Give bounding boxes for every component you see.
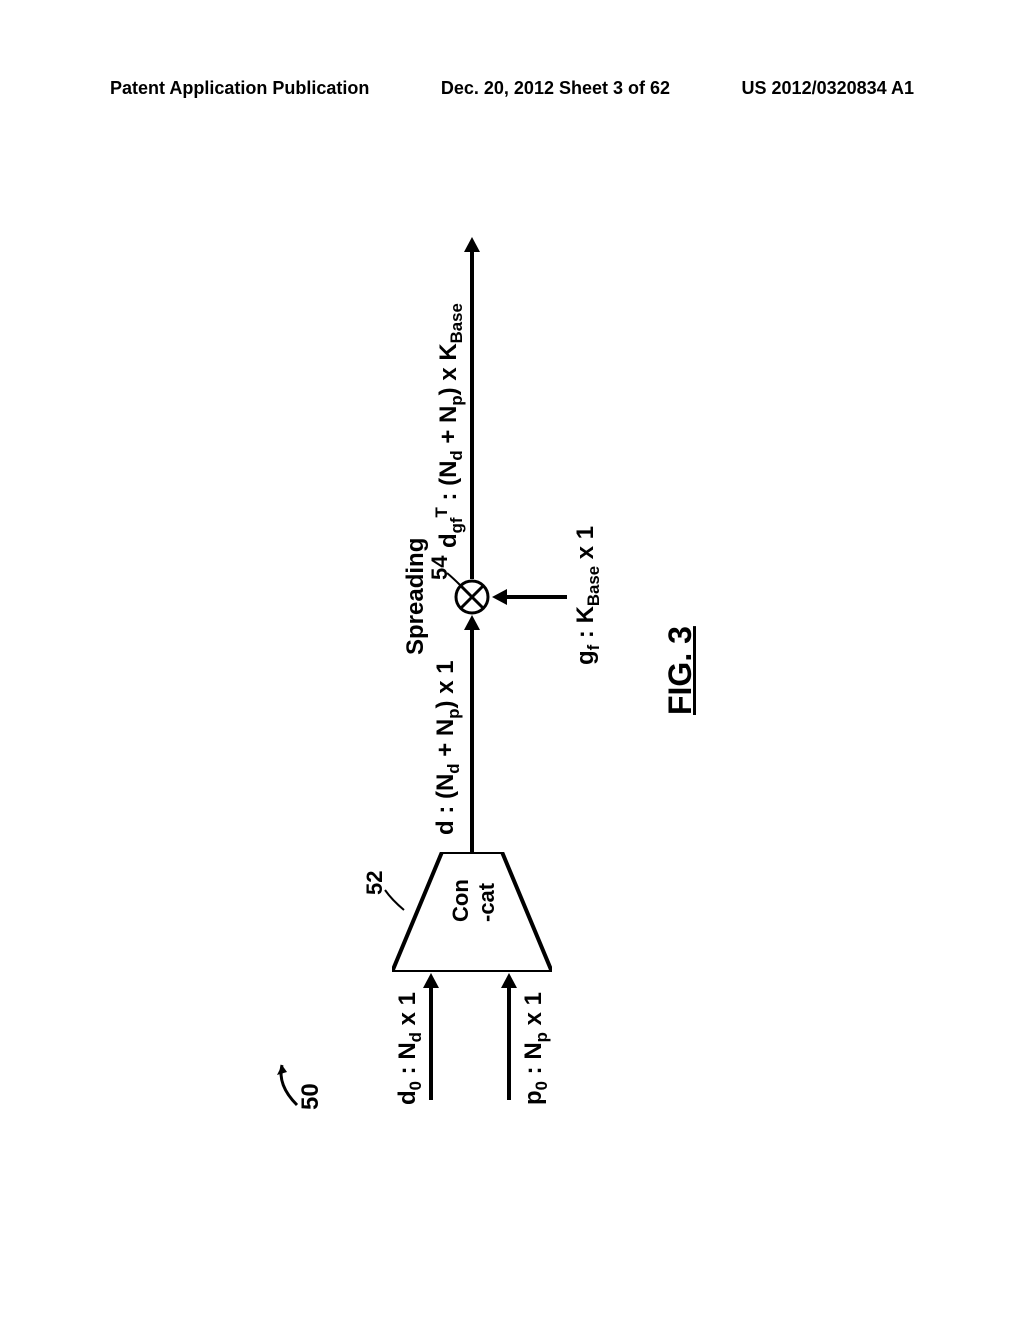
output-arrowhead: [464, 237, 480, 252]
header-right: US 2012/0320834 A1: [742, 78, 914, 99]
code-arrowhead: [492, 589, 507, 605]
callout-52-line: [382, 885, 407, 915]
spreading-label: Spreading: [402, 538, 430, 655]
callout-54-line: [445, 568, 463, 588]
input1-arrow-line: [429, 985, 433, 1100]
mid-arrowhead: [464, 615, 480, 630]
mid-label: d : (Nd + Np) x 1: [432, 660, 464, 835]
input1-label: d0 : Nd x 1: [394, 992, 426, 1105]
header-left: Patent Application Publication: [110, 78, 369, 99]
input2-arrowhead: [501, 973, 517, 988]
input2-label: p0 : Np x 1: [520, 992, 552, 1105]
concat-label-line2: -cat: [474, 883, 500, 922]
signal-flow-diagram: 50 d0 : Nd x 1 p0 : Np x 1 Con -cat 52 d…: [262, 210, 762, 1110]
diagram-container: 50 d0 : Nd x 1 p0 : Np x 1 Con -cat 52 d…: [262, 210, 762, 1110]
code-arrow-line: [507, 595, 567, 599]
ref-number-label: 50: [297, 1083, 325, 1110]
figure-label: FIG. 3: [662, 626, 699, 715]
mid-arrow-line: [470, 627, 474, 852]
output-label: dgfT : (Nd + Np) x KBase: [432, 303, 467, 548]
input1-arrowhead: [423, 973, 439, 988]
output-arrow-line: [470, 249, 474, 579]
concat-label-line1: Con: [448, 879, 474, 922]
input2-arrow-line: [507, 985, 511, 1100]
header-center: Dec. 20, 2012 Sheet 3 of 62: [441, 78, 670, 99]
code-label: gf : KBase x 1: [572, 526, 604, 665]
